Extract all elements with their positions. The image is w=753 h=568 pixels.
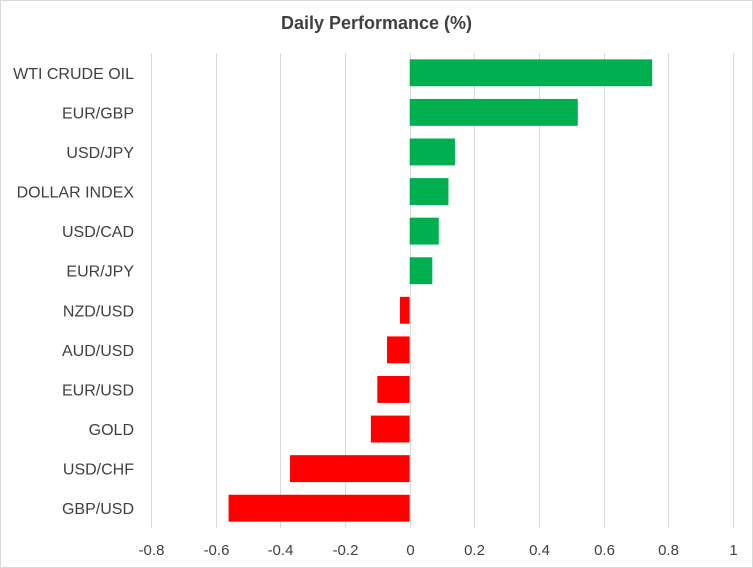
category-label: EUR/USD xyxy=(62,382,134,399)
category-label: DOLLAR INDEX xyxy=(17,185,135,202)
category-label: WTI CRUDE OIL xyxy=(13,66,134,83)
x-tick-label: 0.4 xyxy=(529,542,550,559)
bar-wti-crude-oil xyxy=(409,59,653,87)
bar-usd-jpy xyxy=(409,138,455,166)
category-label: NZD/USD xyxy=(63,303,134,320)
bar-eur-usd xyxy=(377,376,410,403)
x-tick-label: 0 xyxy=(406,542,414,559)
category-label: USD/CHF xyxy=(63,462,134,479)
x-tick-label: 1 xyxy=(729,542,737,559)
bar-gold xyxy=(370,415,410,443)
bars xyxy=(228,59,653,522)
bar-gbp-usd xyxy=(228,494,410,522)
gridlines xyxy=(151,53,734,528)
category-label: USD/JPY xyxy=(66,145,134,162)
bar-nzd-usd xyxy=(399,296,410,324)
bar-usd-cad xyxy=(409,217,439,245)
category-label: EUR/JPY xyxy=(66,264,134,281)
category-label: GBP/USD xyxy=(62,501,134,518)
bar-aud-usd xyxy=(387,336,410,364)
x-tick-label: 0.2 xyxy=(464,542,485,559)
bar-eur-jpy xyxy=(409,257,433,285)
category-label: USD/CAD xyxy=(62,224,134,241)
category-label: AUD/USD xyxy=(62,343,134,360)
x-tick-label: -0.4 xyxy=(268,542,294,559)
x-tick-label: -0.2 xyxy=(333,542,359,559)
category-label: EUR/GBP xyxy=(62,105,134,122)
x-tick-label: 0.8 xyxy=(658,542,679,559)
bar-dollar-index xyxy=(409,178,449,205)
x-tick-label: -0.8 xyxy=(139,542,165,559)
x-tick-labels: -0.8 -0.6 -0.4 -0.2 0 0.2 0.4 0.6 0.8 1 xyxy=(139,542,738,559)
x-tick-label: 0.6 xyxy=(594,542,615,559)
bar-eur-gbp xyxy=(409,98,578,126)
bar-usd-chf xyxy=(290,455,410,483)
chart-title: Daily Performance (%) xyxy=(280,13,473,33)
x-tick-label: -0.6 xyxy=(204,542,230,559)
category-label: GOLD xyxy=(89,422,134,439)
category-labels: WTI CRUDE OIL EUR/GBP USD/JPY DOLLAR INDEX U… xyxy=(13,66,134,518)
